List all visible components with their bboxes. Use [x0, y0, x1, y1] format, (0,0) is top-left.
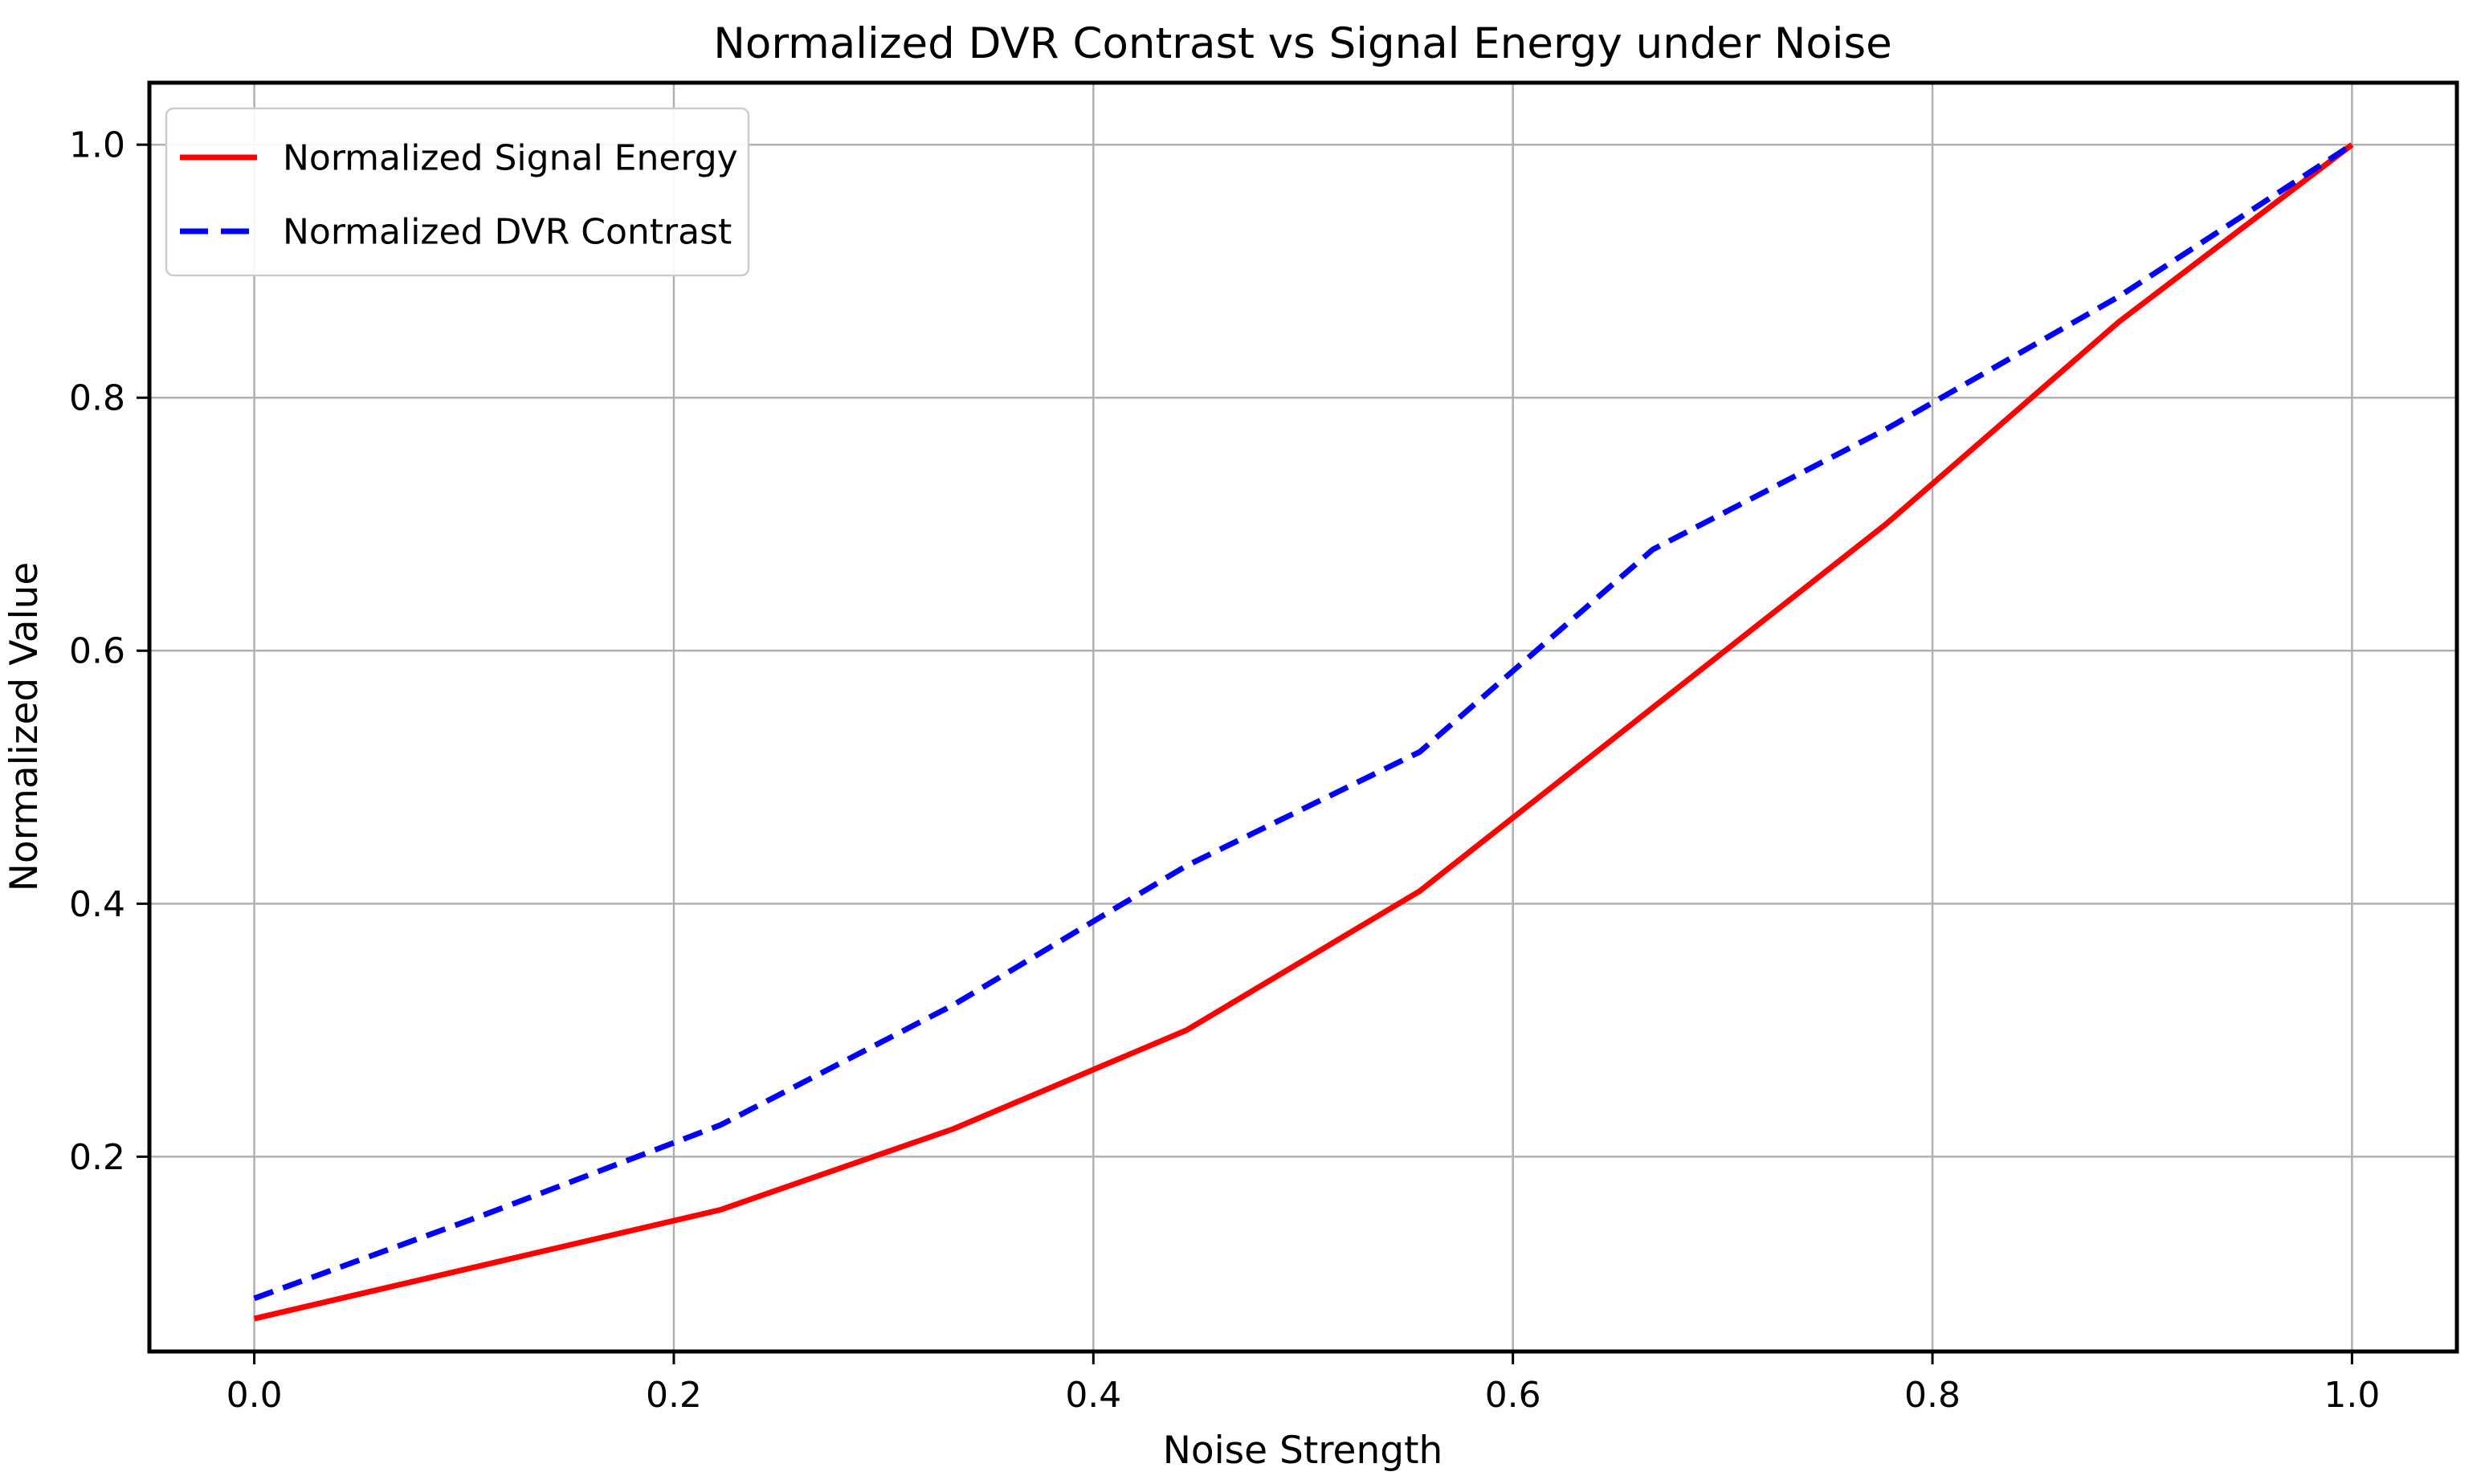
legend-label-dvr-contrast: Normalized DVR Contrast: [283, 211, 732, 252]
y-axis-ticks: 0.2 0.4 0.6 0.8 1.0: [69, 125, 149, 1178]
x-tick-label: 0.0: [226, 1375, 283, 1416]
legend: Normalized Signal Energy Normalized DVR …: [165, 107, 750, 277]
y-tick-label: 0.8: [69, 378, 125, 419]
x-tick-label: 1.0: [2324, 1375, 2380, 1416]
x-tick-label: 0.8: [1904, 1375, 1961, 1416]
legend-box: [165, 107, 750, 277]
x-tick-label: 0.6: [1485, 1375, 1541, 1416]
plot-border: [147, 80, 2459, 1354]
grid-lines: [149, 83, 2457, 1352]
x-axis-ticks: 0.0 0.2 0.4 0.6 0.8 1.0: [226, 1352, 2380, 1416]
plot-lines: [253, 142, 2354, 1322]
plot-line-normalized-signal-energy: [253, 142, 2354, 1322]
y-tick-label: 0.2: [69, 1137, 125, 1178]
legend-label-signal-energy: Normalized Signal Energy: [283, 137, 738, 178]
chart-title: Normalized DVR Contrast vs Signal Energy…: [713, 19, 1892, 68]
y-tick-label: 1.0: [69, 125, 125, 166]
y-tick-label: 0.4: [69, 884, 125, 925]
plot-line-normalized-dvr-contrast: [253, 142, 2354, 1302]
plot-area: [149, 83, 2457, 1352]
x-tick-label: 0.4: [1065, 1375, 1121, 1416]
y-tick-label: 0.6: [69, 631, 125, 672]
x-axis-label: Noise Strength: [1163, 1429, 1443, 1473]
x-tick-label: 0.2: [646, 1375, 702, 1416]
y-axis-label: Normalized Value: [2, 562, 47, 892]
